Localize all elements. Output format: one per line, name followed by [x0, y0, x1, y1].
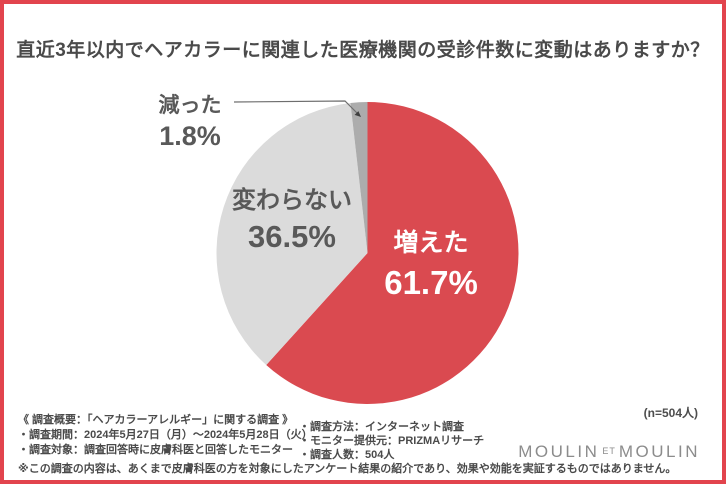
slice-name-nochange: 変わらない: [232, 187, 352, 214]
slice-name-increased: 増えた: [393, 229, 469, 257]
survey-disclaimer-note: ※この調査の内容は、あくまで皮膚科医の方を対象にしたアンケート結果の紹介であり、…: [18, 463, 677, 475]
survey-target-item: ・調査対象：調査回答時に皮膚科医と回答したモニター: [18, 444, 293, 456]
brand-logo-et: ET: [602, 446, 616, 456]
slice-label-increased: 増えた 61.7%: [384, 227, 478, 306]
chart-title: 直近3年以内でヘアカラーに関連した医療機関の受診件数に変動はありますか？: [16, 40, 710, 61]
survey-overview-right: ・調査方法：インターネット調査 ・モニター提供元：PRIZMAリサーチ ・調査人…: [299, 420, 484, 462]
brand-logo: MOULIN ET MOULIN: [518, 442, 700, 462]
pie-chart: [216, 100, 519, 404]
slice-name-decreased: 減った: [158, 94, 222, 117]
pie-slice-1: [216, 102, 368, 366]
brand-logo-part2: MOULIN: [618, 442, 700, 461]
survey-overview-left: 《 調査概要：「ヘアカラーアレルギー」に関する調査 》 ・調査期間：2024年5…: [18, 413, 313, 458]
callout-line-decreased: [233, 100, 358, 114]
pie-slices: [216, 102, 519, 404]
slice-label-decreased: 減った 1.8%: [159, 92, 222, 154]
pie-slice-2: [350, 102, 368, 253]
pie-slice-0: [266, 102, 519, 404]
brand-logo-part1: MOULIN: [518, 442, 600, 461]
survey-count-item: ・調査人数：504人: [299, 449, 395, 461]
slice-label-nochange: 変わらない 36.5%: [232, 185, 352, 258]
survey-period-item: ・調査期間：2024年5月27日（月）～2024年5月28日（火）: [18, 429, 313, 441]
slice-value-decreased: 1.8%: [159, 121, 221, 152]
slice-value-nochange: 36.5%: [248, 219, 336, 255]
callout-arrow-icon: [354, 111, 361, 117]
survey-method-item: ・調査方法：インターネット調査: [299, 421, 464, 433]
slice-value-increased: 61.7%: [384, 263, 478, 301]
sample-size-note: (n=504人): [643, 406, 698, 420]
survey-overview-heading: 《 調査概要：「ヘアカラーアレルギー」に関する調査 》: [18, 414, 294, 426]
survey-monitor-item: ・モニター提供元：PRIZMAリサーチ: [299, 435, 485, 447]
